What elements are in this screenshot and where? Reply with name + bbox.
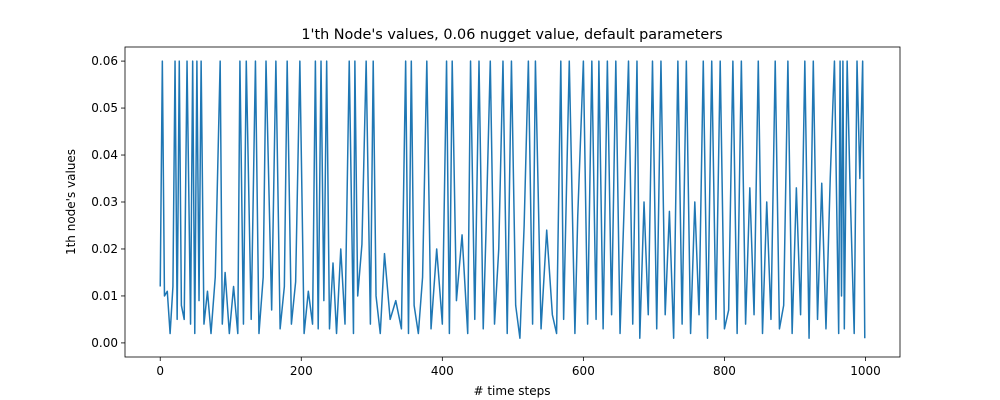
plot-frame: [124, 46, 901, 358]
x-axis-label: # time steps: [473, 384, 550, 398]
x-tick-label: 600: [572, 364, 595, 378]
y-tick-label: 0.02: [91, 242, 118, 256]
x-tick-label: 1000: [850, 364, 881, 378]
y-axis-label: 1th node's values: [64, 149, 78, 255]
y-tick-label: 0.05: [91, 101, 118, 115]
x-tick-label: 800: [713, 364, 736, 378]
x-tick-label: 400: [431, 364, 454, 378]
line: [159, 60, 866, 339]
x-tick-label: 0: [156, 364, 164, 378]
chart-title: 1'th Node's values, 0.06 nugget value, d…: [301, 27, 722, 43]
y-tick-label: 0.06: [91, 54, 118, 68]
y-tick-label: 0.04: [91, 148, 118, 162]
y-tick-label: 0.00: [91, 336, 118, 350]
x-tick-label: 200: [290, 364, 313, 378]
y-tick-label: 0.03: [91, 195, 118, 209]
y-tick-label: 0.01: [91, 289, 118, 303]
